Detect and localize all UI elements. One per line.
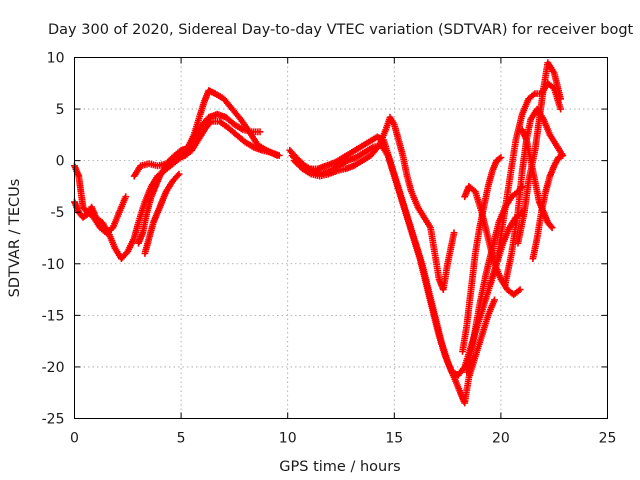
x-axis-label: GPS time / hours [279, 459, 400, 475]
series-12-markers [486, 79, 564, 288]
series-1-markers [71, 162, 130, 237]
series-4-markers [135, 118, 283, 247]
ticks: 0 5 10 15 20 25 10 5 0 -5 -10 -15 -20 -25 [42, 51, 617, 447]
x-tick-label: 15 [385, 431, 403, 447]
chart-title: Day 300 of 2020, Sidereal Day-to-day VTE… [48, 22, 634, 38]
grid [74, 57, 608, 419]
series-3-markers [130, 87, 281, 180]
y-tick-label: -15 [42, 308, 65, 324]
y-axis-label: SDTVAR / TECUs [7, 179, 23, 298]
y-tick-label: -5 [51, 205, 65, 221]
y-tick-label: 5 [56, 102, 65, 118]
x-tick-label: 0 [70, 431, 79, 447]
series-layer [71, 59, 567, 407]
x-tick-label: 10 [279, 431, 297, 447]
series-5-markers [141, 170, 183, 257]
x-tick-label: 5 [177, 431, 186, 447]
series-8-markers [290, 113, 458, 293]
y-tick-label: 0 [56, 154, 65, 170]
y-tick-label: -20 [42, 360, 65, 376]
plot-frame [74, 57, 608, 419]
y-tick-label: -10 [42, 257, 65, 273]
x-tick-label: 25 [599, 431, 617, 447]
series-16-markers [518, 126, 556, 232]
x-tick-label: 20 [492, 431, 510, 447]
y-tick-label: 10 [47, 51, 65, 67]
y-tick-label: -25 [42, 412, 65, 428]
